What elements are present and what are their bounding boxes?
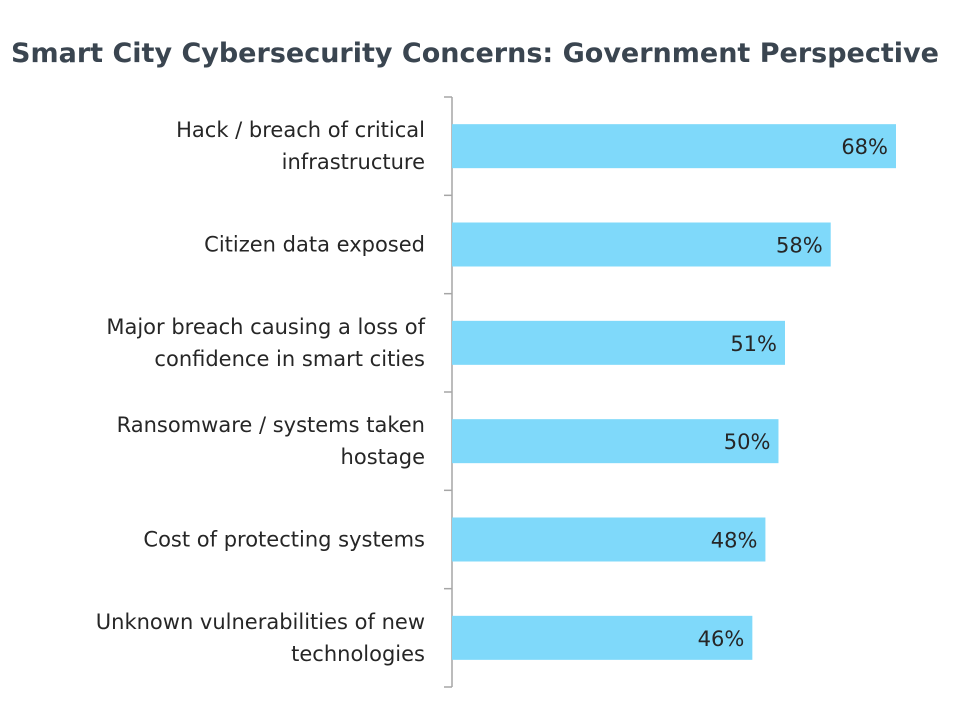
- category-label: Ransomware / systems taken hostage: [117, 413, 425, 469]
- category-label: Unknown vulnerabilities of new technologi…: [96, 610, 425, 666]
- chart-title: Smart City Cybersecurity Concerns: Gover…: [11, 38, 939, 69]
- bar-value-label: 68%: [841, 135, 888, 159]
- bar: [452, 615, 753, 660]
- category-label-line: infrastructure: [282, 150, 425, 174]
- bar: [452, 320, 785, 365]
- category-label: Citizen data exposed: [204, 233, 425, 257]
- bar-value-label: 46%: [698, 627, 745, 651]
- axis-layer: [444, 96, 453, 688]
- bar: [452, 222, 831, 267]
- category-label: Hack / breach of critical infrastructure: [176, 118, 425, 174]
- category-label-line: technologies: [291, 642, 425, 666]
- category-label-line: hostage: [341, 445, 425, 469]
- bar-value-label: 50%: [724, 430, 771, 454]
- category-label: Cost of protecting systems: [143, 528, 425, 552]
- category-label-line: Hack / breach of critical: [176, 118, 425, 142]
- category-label-line: Cost of protecting systems: [143, 528, 425, 552]
- bar-layer: [452, 124, 896, 660]
- category-label: Major breach causing a loss of confidence…: [106, 315, 425, 371]
- category-label-line: confidence in smart cities: [154, 347, 425, 371]
- category-label-line: Unknown vulnerabilities of new: [96, 610, 425, 634]
- category-label-line: Citizen data exposed: [204, 233, 425, 257]
- bar: [452, 517, 766, 562]
- bar: [452, 124, 896, 169]
- bar-value-label: 48%: [711, 529, 758, 553]
- bar: [452, 419, 779, 464]
- bar-value-label: 51%: [730, 332, 777, 356]
- category-label-line: Ransomware / systems taken: [117, 413, 425, 437]
- bar-value-label: 58%: [776, 234, 823, 258]
- label-layer: 68% Hack / breach of critical infrastructu…: [96, 118, 888, 666]
- category-label-line: Major breach causing a loss of: [106, 315, 425, 339]
